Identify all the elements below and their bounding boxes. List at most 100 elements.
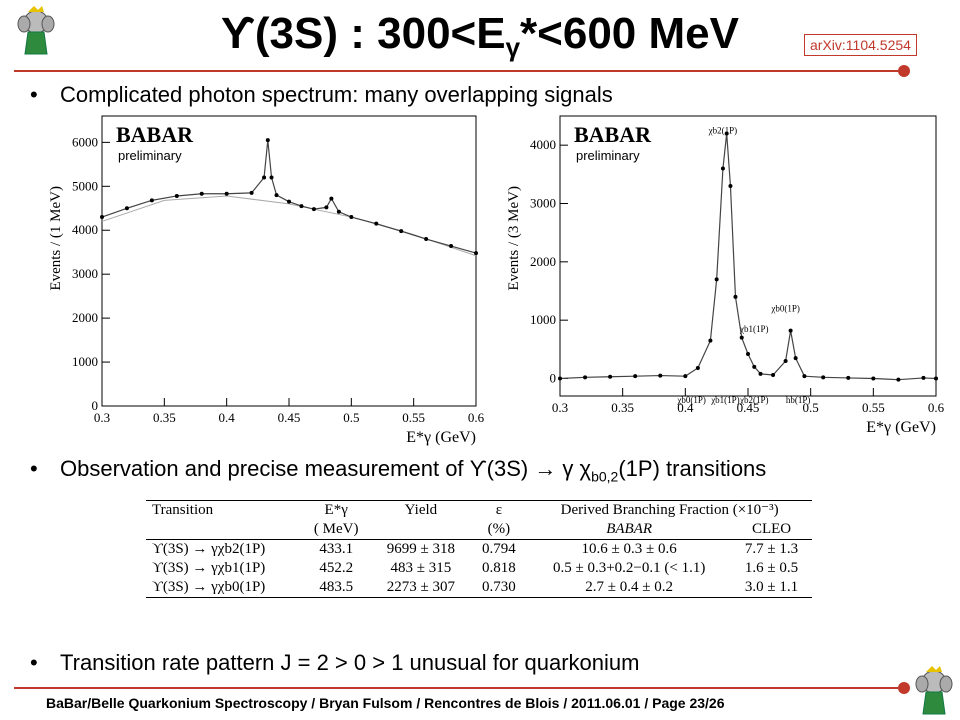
- data-point: [871, 376, 876, 381]
- data-point: [299, 204, 304, 209]
- data-point: [846, 375, 851, 380]
- data-point: [714, 277, 719, 282]
- data-point: [739, 335, 744, 340]
- data-point: [374, 221, 379, 226]
- data-point: [424, 237, 429, 242]
- babar-elephant-logo: [17, 6, 55, 55]
- arxiv-reference: arXiv:1104.5254: [804, 34, 917, 56]
- y-tick-label: 3000: [530, 196, 556, 211]
- bottom-divider: [14, 687, 904, 689]
- y-axis-label: Events / (3 MeV): [506, 186, 522, 291]
- data-point: [149, 198, 154, 203]
- bullet-2: • Observation and precise measurement of …: [30, 456, 767, 485]
- peak-annotation: χb0(1P): [770, 303, 800, 313]
- babar-elephant-logo-footer: [915, 666, 953, 715]
- x-tick-label: 0.4: [219, 410, 236, 425]
- data-point: [399, 229, 404, 234]
- data-point: [934, 376, 938, 381]
- y-tick-label: 1000: [530, 312, 556, 327]
- x-tick-label: 0.3: [94, 410, 110, 425]
- x-tick-label: 0.45: [737, 400, 760, 415]
- data-point: [708, 338, 713, 343]
- data-point: [733, 294, 738, 299]
- y-tick-label: 3000: [72, 266, 98, 281]
- data-point: [311, 207, 316, 212]
- table-row: ϒ(3S) → γχb2(1P) 433.1 9699 ± 318 0.794 10.6…: [146, 539, 812, 559]
- bullet-1: • Complicated photon spectrum: many overl…: [30, 82, 613, 107]
- y-tick-label: 4000: [72, 222, 98, 237]
- title-sub: γ: [505, 32, 521, 62]
- x-tick-label: 0.55: [402, 410, 425, 425]
- data-point: [720, 166, 725, 171]
- babar-logo-text: BABAR: [574, 122, 652, 147]
- title-main: ϒ(3S) : 300<E: [221, 9, 506, 58]
- data-point: [349, 215, 354, 220]
- results-table: Transition E*γ Yield ε Derived Branching Fra…: [146, 500, 812, 598]
- peak-annotation: χb1(1P): [739, 324, 769, 334]
- chart-photon-spectrum-full: 0.3 0.35 0.4 0.45 0.5 0.55 0.6 0 1000 2000 3000 400…: [48, 115, 485, 446]
- peak-annotation: χb2(1P): [739, 395, 769, 405]
- y-tick-label: 2000: [72, 310, 98, 325]
- x-tick-label: 0.55: [862, 400, 885, 415]
- data-point: [658, 373, 663, 378]
- data-point: [746, 352, 750, 356]
- data-point: [287, 199, 291, 204]
- x-tick-label: 0.35: [611, 400, 634, 415]
- data-point: [633, 374, 638, 379]
- top-divider: [14, 70, 904, 72]
- peak-annotation: χb1(1P): [710, 395, 740, 405]
- x-axis-label: E*γ (GeV): [866, 419, 936, 436]
- babar-logo-text: BABAR: [116, 122, 194, 147]
- data-point: [821, 375, 826, 380]
- data-point: [449, 244, 454, 249]
- preliminary-label: preliminary: [576, 148, 640, 163]
- data-point: [262, 175, 267, 180]
- y-tick-label: 0: [92, 398, 99, 413]
- x-tick-label: 0.6: [468, 410, 485, 425]
- y-tick-label: 6000: [72, 134, 98, 149]
- y-tick-label: 2000: [530, 254, 556, 269]
- background-fit-curve: [101, 195, 477, 257]
- data-point: [199, 191, 204, 196]
- data-point: [124, 206, 129, 211]
- data-point: [269, 175, 274, 180]
- data-point: [728, 184, 733, 188]
- th-yield: Yield: [371, 500, 471, 520]
- th-energy: E*γ: [301, 500, 372, 520]
- y-tick-label: 1000: [72, 354, 98, 369]
- data-point: [695, 366, 700, 370]
- y-tick-label: 4000: [530, 137, 556, 152]
- table-row: ϒ(3S) → γχb0(1P) 483.5 2273 ± 307 0.730 2.7 …: [146, 578, 812, 598]
- x-tick-label: 0.35: [153, 410, 176, 425]
- y-axis-label: Events / (1 MeV): [48, 186, 64, 291]
- data-point: [802, 374, 807, 379]
- data-point: [224, 191, 229, 196]
- data-point: [329, 196, 334, 201]
- data-point: [274, 193, 279, 198]
- data-point: [336, 209, 341, 214]
- slide-title: ϒ(3S) : 300<Eγ*<600 MeV: [0, 6, 960, 75]
- chart-photon-spectrum-subtracted: 0.3 0.35 0.4 0.45 0.5 0.55 0.6 0 1000 2000 3000 400…: [506, 115, 945, 436]
- x-tick-label: 0.5: [343, 410, 359, 425]
- data-point: [474, 251, 478, 256]
- data-point: [608, 374, 613, 379]
- data-point: [921, 375, 926, 380]
- x-axis-label: E*γ (GeV): [406, 429, 476, 446]
- footer-text: BaBar/Belle Quarkonium Spectroscopy / Br…: [46, 695, 725, 711]
- peak-annotation: χb2(1P): [708, 126, 738, 136]
- data-point: [558, 376, 562, 381]
- data-point: [896, 377, 901, 382]
- bottom-divider-dot: [898, 682, 910, 694]
- x-tick-label: 0.3: [552, 400, 568, 415]
- x-tick-label: 0.6: [928, 400, 945, 415]
- y-tick-label: 0: [550, 371, 557, 386]
- data-point: [752, 364, 757, 369]
- data-point: [793, 356, 798, 361]
- data-point: [783, 359, 788, 363]
- data-point: [788, 328, 793, 333]
- bullet-3: • Transition rate pattern J = 2 > 0 > 1 u…: [30, 650, 640, 675]
- x-tick-label: 0.4: [677, 400, 694, 415]
- x-tick-label: 0.45: [278, 410, 301, 425]
- th-eff: ε: [470, 500, 528, 520]
- data-point: [100, 215, 104, 220]
